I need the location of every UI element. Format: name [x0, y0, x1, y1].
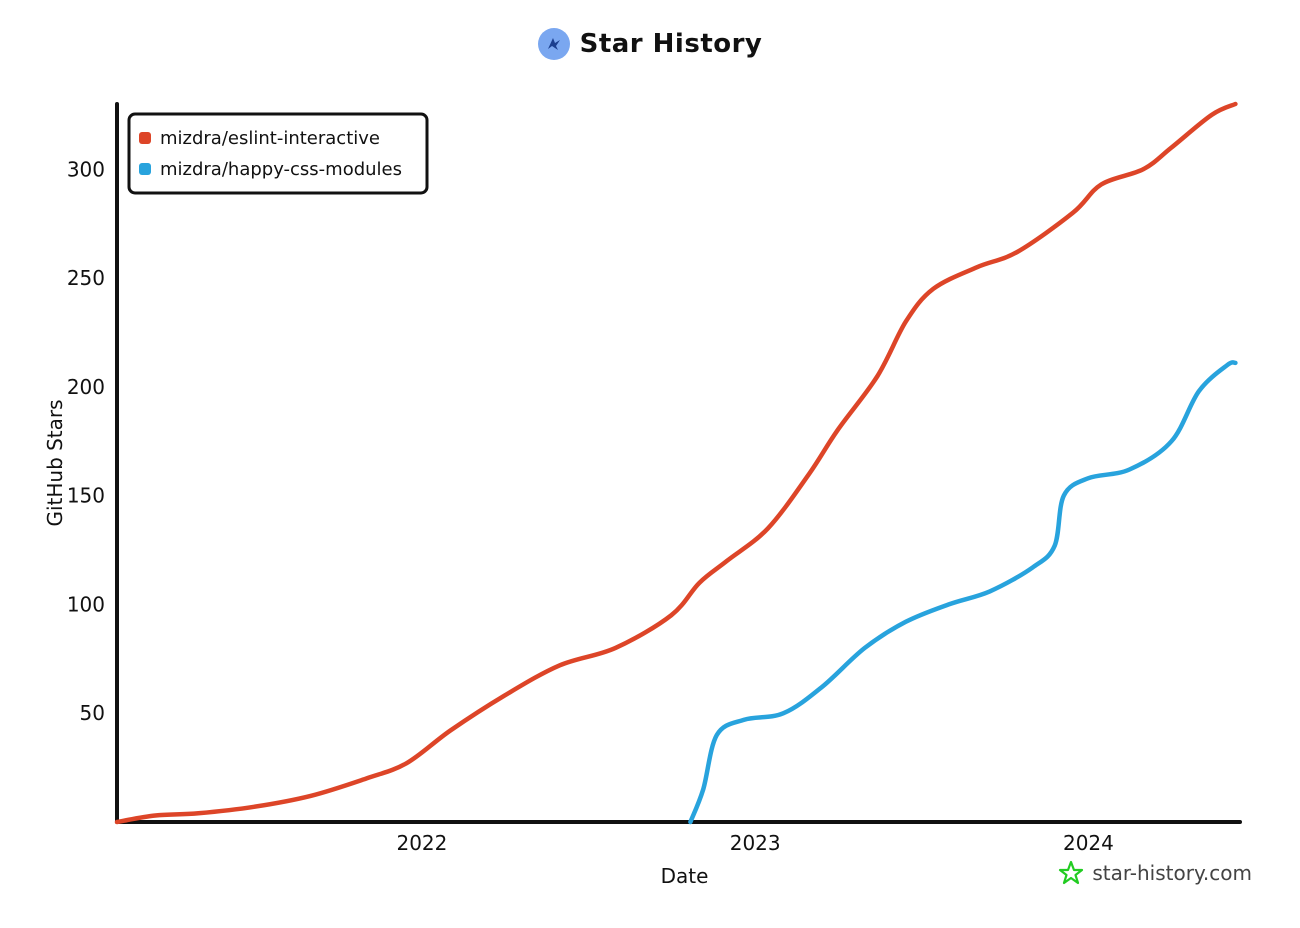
legend-swatch-eslint-interactive — [139, 132, 151, 144]
legend-swatch-happy-css-modules — [139, 163, 151, 175]
y-axis-label: GitHub Stars — [43, 399, 67, 526]
y-tick-label: 250 — [67, 266, 105, 290]
star-history-logo-icon — [537, 28, 570, 60]
chart-title: Star History — [579, 29, 763, 59]
y-axis-ticks: 50 100 150 200 250 300 — [67, 157, 105, 725]
y-tick-label: 200 — [67, 375, 105, 399]
x-tick-label: 2023 — [730, 831, 781, 855]
axes — [115, 102, 1242, 824]
y-tick-label: 300 — [67, 157, 105, 181]
legend-label-happy-css-modules: mizdra/happy-css-modules — [160, 159, 402, 180]
y-tick-label: 100 — [67, 592, 105, 616]
chart-header: Star History — [0, 28, 1300, 60]
x-axis-label: Date — [661, 864, 709, 888]
y-tick-label: 50 — [80, 701, 105, 725]
x-tick-label: 2022 — [396, 831, 447, 855]
series-layer — [114, 101, 1238, 825]
legend-label-eslint-interactive: mizdra/eslint-interactive — [160, 128, 380, 149]
chart-title-group: Star History — [537, 28, 763, 60]
series-line-happy-css-modules — [688, 360, 1238, 825]
series-line-eslint-interactive — [114, 101, 1238, 825]
legend: mizdra/eslint-interactive mizdra/happy-c… — [127, 112, 429, 195]
star-outline-icon — [1059, 860, 1084, 885]
x-tick-label: 2024 — [1063, 831, 1114, 855]
x-axis-ticks: 2022 2023 2024 — [396, 831, 1113, 855]
legend-box — [127, 112, 429, 195]
y-tick-label: 150 — [67, 484, 105, 508]
watermark-text: star-history.com — [1092, 861, 1252, 885]
watermark[interactable]: star-history.com — [1058, 860, 1252, 886]
